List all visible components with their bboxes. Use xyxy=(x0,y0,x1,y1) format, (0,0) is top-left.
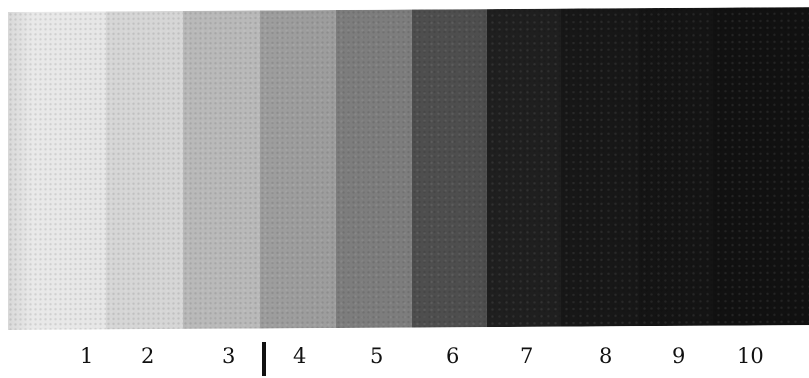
swatch-label-5: 5 xyxy=(370,344,384,368)
swatch-label-8: 8 xyxy=(599,344,613,368)
swatch-label-2: 2 xyxy=(141,344,155,368)
swatch-label-10: 10 xyxy=(737,344,764,368)
gray-swatch-10 xyxy=(713,7,809,326)
gray-swatch-5 xyxy=(336,9,412,328)
swatch-label-4: 4 xyxy=(293,344,307,368)
gray-swatch-7 xyxy=(487,8,561,328)
gray-swatch-2 xyxy=(106,10,183,330)
swatch-label-9: 9 xyxy=(672,344,686,368)
swatch-label-3: 3 xyxy=(222,344,236,368)
gray-swatch-1 xyxy=(8,11,106,331)
divider-mark xyxy=(262,342,266,376)
swatch-label-1: 1 xyxy=(80,344,94,368)
gray-scale-strip xyxy=(8,7,809,331)
swatch-label-6: 6 xyxy=(446,344,460,368)
gray-swatch-3 xyxy=(183,10,260,329)
gray-swatch-8 xyxy=(561,8,639,327)
swatch-label-7: 7 xyxy=(520,344,534,368)
gray-swatch-9 xyxy=(639,7,713,327)
gray-swatch-6 xyxy=(412,9,487,328)
gray-swatch-4 xyxy=(260,9,336,329)
